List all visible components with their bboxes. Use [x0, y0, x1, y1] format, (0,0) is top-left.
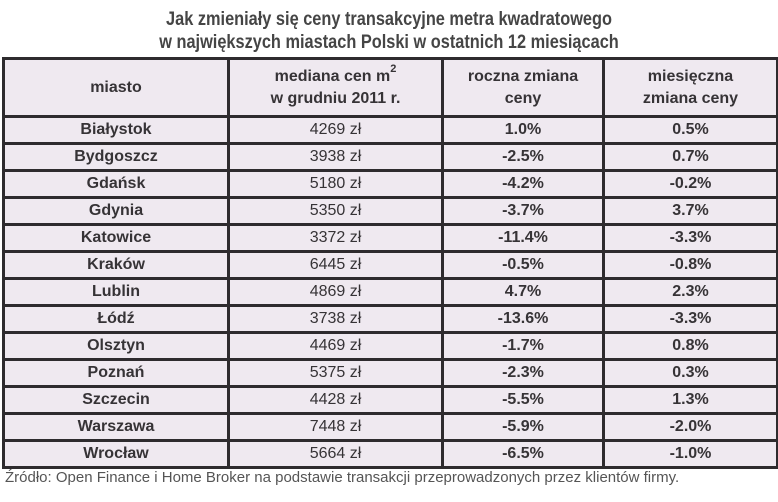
table-row: Warszawa 7448 zł -5.9% -2.0%	[2, 412, 778, 442]
table-row: Kraków 6445 zł -0.5% -0.8%	[2, 250, 778, 280]
city-cell: Gdynia	[2, 196, 230, 226]
monthly-change-cell: 2.3%	[602, 277, 778, 307]
monthly-change-cell: -3.3%	[602, 223, 778, 253]
table-row: Łódź 3738 zł -13.6% -3.3%	[2, 304, 778, 334]
header-monthly-change: miesięczna zmiana ceny	[602, 57, 778, 118]
monthly-change-cell: 0.8%	[602, 331, 778, 361]
table-row: Szczecin 4428 zł -5.5% 1.3%	[2, 385, 778, 415]
median-cell: 6445 zł	[227, 250, 444, 280]
median-cell: 4428 zł	[227, 385, 444, 415]
annual-change-cell: 1.0%	[441, 115, 605, 145]
table-row: Katowice 3372 zł -11.4% -3.3%	[2, 223, 778, 253]
monthly-change-cell: -2.0%	[602, 412, 778, 442]
annual-change-cell: -3.7%	[441, 196, 605, 226]
annual-change-cell: -5.9%	[441, 412, 605, 442]
table-row: Poznań 5375 zł -2.3% 0.3%	[2, 358, 778, 388]
median-cell: 5180 zł	[227, 169, 444, 199]
header-city: miasto	[2, 57, 230, 118]
annual-change-cell: -6.5%	[441, 439, 605, 469]
table-row: Olsztyn 4469 zł -1.7% 0.8%	[2, 331, 778, 361]
monthly-change-cell: -1.0%	[602, 439, 778, 469]
median-cell: 4469 zł	[227, 331, 444, 361]
city-cell: Poznań	[2, 358, 230, 388]
median-cell: 5664 zł	[227, 439, 444, 469]
annual-change-cell: -4.2%	[441, 169, 605, 199]
monthly-change-cell: 0.5%	[602, 115, 778, 145]
chart-title-line-1: Jak zmieniały się ceny transakcyjne metr…	[166, 9, 612, 30]
city-cell: Wrocław	[2, 439, 230, 469]
annual-change-cell: -2.5%	[441, 142, 605, 172]
city-cell: Szczecin	[2, 385, 230, 415]
header-median: mediana cen m2 w grudniu 2011 r.	[227, 57, 444, 118]
annual-change-cell: -11.4%	[441, 223, 605, 253]
median-cell: 4869 zł	[227, 277, 444, 307]
table-row: Gdańsk 5180 zł -4.2% -0.2%	[2, 169, 778, 199]
annual-change-cell: -0.5%	[441, 250, 605, 280]
city-cell: Lublin	[2, 277, 230, 307]
monthly-change-cell: -3.3%	[602, 304, 778, 334]
city-cell: Bydgoszcz	[2, 142, 230, 172]
city-cell: Olsztyn	[2, 331, 230, 361]
city-cell: Łódź	[2, 304, 230, 334]
median-cell: 4269 zł	[227, 115, 444, 145]
chart-title-line-2: w największych miastach Polski w ostatni…	[159, 32, 619, 53]
annual-change-cell: -13.6%	[441, 304, 605, 334]
header-annual-change: roczna zmiana ceny	[441, 57, 605, 118]
price-table: miasto mediana cen m2 w grudniu 2011 r. …	[2, 57, 778, 469]
table-row: Lublin 4869 zł 4.7% 2.3%	[2, 277, 778, 307]
median-cell: 3738 zł	[227, 304, 444, 334]
table-row: Białystok 4269 zł 1.0% 0.5%	[2, 115, 778, 145]
table-row: Wrocław 5664 zł -6.5% -1.0%	[2, 439, 778, 469]
city-cell: Katowice	[2, 223, 230, 253]
table-row: Bydgoszcz 3938 zł -2.5% 0.7%	[2, 142, 778, 172]
table-row: Gdynia 5350 zł -3.7% 3.7%	[2, 196, 778, 226]
city-cell: Gdańsk	[2, 169, 230, 199]
median-cell: 5375 zł	[227, 358, 444, 388]
city-cell: Kraków	[2, 250, 230, 280]
chart-title: Jak zmieniały się ceny transakcyjne metr…	[54, 8, 723, 54]
table-header-row: miasto mediana cen m2 w grudniu 2011 r. …	[2, 57, 778, 118]
median-cell: 7448 zł	[227, 412, 444, 442]
monthly-change-cell: 3.7%	[602, 196, 778, 226]
city-cell: Białystok	[2, 115, 230, 145]
monthly-change-cell: 1.3%	[602, 385, 778, 415]
source-footnote: Źródło: Open Finance i Home Broker na po…	[5, 469, 680, 486]
median-cell: 3372 zł	[227, 223, 444, 253]
median-cell: 3938 zł	[227, 142, 444, 172]
annual-change-cell: -2.3%	[441, 358, 605, 388]
monthly-change-cell: 0.7%	[602, 142, 778, 172]
monthly-change-cell: -0.2%	[602, 169, 778, 199]
monthly-change-cell: -0.8%	[602, 250, 778, 280]
annual-change-cell: -5.5%	[441, 385, 605, 415]
median-cell: 5350 zł	[227, 196, 444, 226]
monthly-change-cell: 0.3%	[602, 358, 778, 388]
annual-change-cell: 4.7%	[441, 277, 605, 307]
annual-change-cell: -1.7%	[441, 331, 605, 361]
city-cell: Warszawa	[2, 412, 230, 442]
